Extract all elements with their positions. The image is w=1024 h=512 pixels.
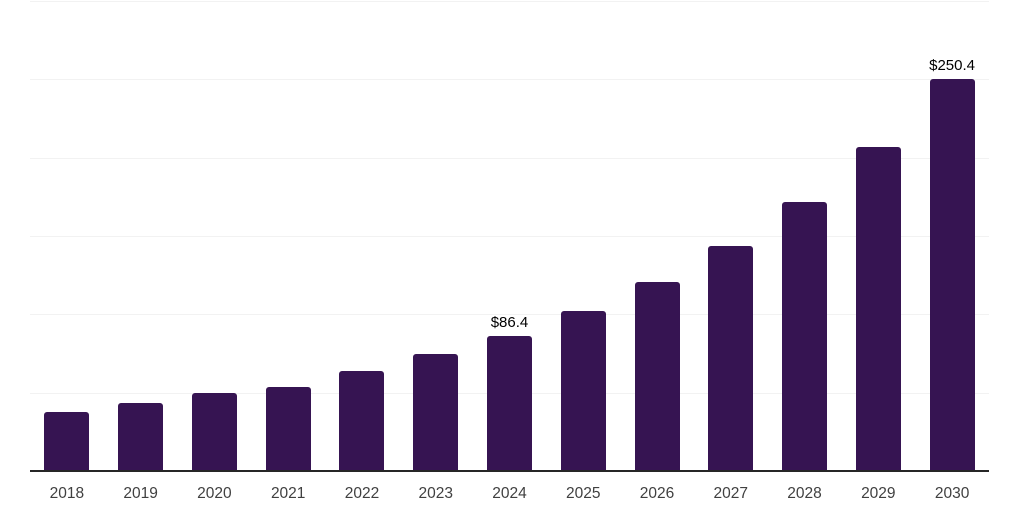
bar-value-label-2030: $250.4 <box>929 56 976 74</box>
bar-slot-2018 <box>30 1 104 471</box>
gridline-250 <box>30 79 989 81</box>
bar-2024 <box>486 335 532 471</box>
x-tick-2018: 2018 <box>49 485 85 502</box>
bar-2018 <box>44 412 90 471</box>
bar-value-label-2024: $86.4 <box>490 313 529 331</box>
gridline-300 <box>30 1 989 2</box>
bar-slot-2022 <box>325 1 399 471</box>
x-tick-2020: 2020 <box>197 485 232 502</box>
bar-slot-2023 <box>399 1 473 471</box>
x-tick-2019: 2019 <box>123 485 158 502</box>
plot-area: $86.4 $250.4 <box>30 1 989 472</box>
x-tick-2024: 2024 <box>492 485 527 502</box>
bar-slot-2027 <box>694 1 768 471</box>
bar-2023 <box>413 354 459 471</box>
bar-slot-2029 <box>841 1 915 471</box>
bar-slot-2021 <box>251 1 325 471</box>
bar-2025 <box>560 311 606 471</box>
bar-2027 <box>708 246 754 471</box>
x-tick-2027: 2027 <box>713 485 749 502</box>
bar-slot-2019 <box>104 1 178 471</box>
x-tick-2025: 2025 <box>566 485 601 502</box>
gridline-200 <box>30 157 989 159</box>
gridline-100 <box>30 314 989 316</box>
bar-2021 <box>265 387 311 471</box>
x-axis-labels: 2018 2019 2020 2021 2022 2023 2024 2025 2026 2027… <box>30 483 989 505</box>
bar-slot-2030: $250.4 <box>915 1 989 471</box>
bar-slot-2020 <box>178 1 252 471</box>
bar-slot-2028 <box>768 1 842 471</box>
bar-slot-2026 <box>620 1 694 471</box>
x-tick-2022: 2022 <box>344 485 380 502</box>
bar-slot-2024: $86.4 <box>473 1 547 471</box>
bar-slot-2025 <box>546 1 620 471</box>
bar-2028 <box>782 202 828 471</box>
gridline-150 <box>30 236 989 237</box>
bar-series: $86.4 $250.4 <box>30 1 989 471</box>
bar-2019 <box>118 403 164 471</box>
bar-2026 <box>634 282 680 471</box>
bar-2030 <box>929 78 975 471</box>
x-tick-2028: 2028 <box>787 485 822 502</box>
bar-2020 <box>191 393 237 471</box>
x-tick-2030: 2030 <box>934 485 970 502</box>
x-axis-line <box>30 470 989 472</box>
x-tick-2021: 2021 <box>270 485 306 502</box>
x-tick-2026: 2026 <box>639 485 675 502</box>
x-tick-2023: 2023 <box>418 485 453 502</box>
bar-2022 <box>339 371 385 471</box>
bar-2029 <box>855 147 901 471</box>
x-tick-2029: 2029 <box>861 485 896 502</box>
